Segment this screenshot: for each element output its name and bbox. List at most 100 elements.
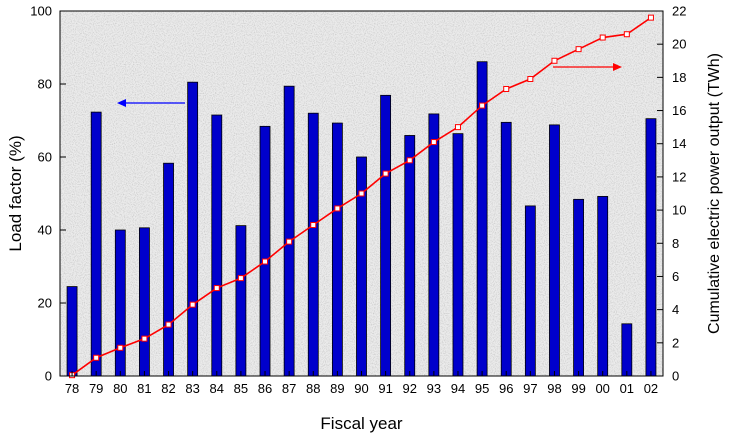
bar-93: [428, 113, 440, 377]
x-tick-label: 02: [644, 381, 658, 396]
right-tick-label: 8: [672, 236, 679, 251]
x-tick-label: 00: [595, 381, 609, 396]
bar-81: [139, 227, 150, 377]
x-tick-label: 87: [282, 381, 296, 396]
x-axis-title: Fiscal year: [320, 414, 403, 433]
bar-99: [573, 198, 584, 377]
x-tick-label: 86: [258, 381, 272, 396]
line-series: [69, 14, 654, 379]
right-tick-label: 12: [672, 169, 686, 184]
line-point-81: [141, 335, 148, 342]
x-tick-label: 92: [403, 381, 417, 396]
axis-arrows: [117, 63, 622, 107]
x-tick-label: 80: [113, 381, 127, 396]
line-point-83: [189, 301, 196, 308]
right-tick-label: 4: [672, 302, 679, 317]
line-point-84: [213, 285, 220, 292]
x-tick-label: 91: [378, 381, 392, 396]
x-tick-label: 96: [499, 381, 513, 396]
line-point-88: [310, 222, 317, 229]
left-tick-label: 100: [30, 4, 52, 19]
bar-00: [597, 196, 609, 377]
bar-87: [283, 85, 295, 377]
right-tick-label: 14: [672, 136, 686, 151]
line-point-90: [358, 190, 365, 197]
bar-92: [404, 135, 416, 377]
left-axis-arrow-head: [117, 99, 126, 107]
bar-78: [66, 286, 78, 377]
x-tick-label: 97: [523, 381, 537, 396]
right-axis-arrow-head: [613, 63, 622, 71]
x-tick-label: 88: [306, 381, 320, 396]
bar-94: [452, 133, 464, 377]
x-tick-label: 89: [330, 381, 344, 396]
line-point-93: [430, 139, 437, 146]
line-point-02: [647, 14, 654, 21]
bar-88: [307, 112, 319, 377]
y2-axis-title: Cumulative electric power output (TWh): [706, 53, 723, 334]
line-point-91: [382, 170, 389, 177]
right-tick-label: 10: [672, 203, 686, 218]
bar-86: [259, 125, 271, 377]
bar-80: [114, 229, 126, 377]
x-tick-label: 84: [210, 381, 224, 396]
left-tick-label: 40: [38, 223, 52, 238]
line-point-01: [623, 31, 630, 38]
left-tick-label: 80: [38, 77, 52, 92]
line-point-80: [117, 344, 124, 351]
right-tick-label: 18: [672, 70, 686, 85]
line-point-97: [527, 76, 534, 83]
bar-96: [500, 121, 512, 377]
line-point-86: [262, 258, 269, 265]
right-tick-label: 0: [672, 369, 679, 384]
left-tick-label: 0: [45, 369, 52, 384]
line-point-92: [406, 157, 413, 164]
bar-79: [90, 111, 102, 377]
bar-83: [187, 81, 199, 377]
x-tick-label: 98: [547, 381, 561, 396]
y-axis-title: Load factor (%): [6, 135, 25, 251]
left-tick-label: 20: [38, 296, 52, 311]
bar-85: [235, 225, 247, 377]
line-point-85: [237, 275, 244, 282]
line-point-98: [551, 57, 558, 64]
x-tick-label: 94: [451, 381, 465, 396]
right-axis-ticks: 0 2 4 6 8 10 12 14 16 18 20 22: [657, 4, 686, 384]
bar-98: [549, 124, 560, 377]
line-point-94: [454, 124, 461, 131]
bar-82: [163, 162, 174, 377]
bar-89: [331, 122, 343, 377]
x-axis-ticks: 78 79 80 81 82 83 84 85 86 87 88 89 90 91 92 93 94 95 96 97…: [65, 371, 658, 396]
left-axis-ticks: 0 20 40 60 80 100: [30, 4, 66, 384]
x-tick-label: 95: [475, 381, 489, 396]
line-point-89: [334, 205, 341, 212]
bar-91: [380, 94, 392, 377]
x-tick-label: 81: [137, 381, 151, 396]
bar-84: [211, 114, 223, 377]
left-tick-label: 60: [38, 150, 52, 165]
x-tick-label: 01: [620, 381, 634, 396]
line-point-79: [93, 354, 100, 361]
line-point-87: [286, 238, 293, 245]
x-tick-label: 93: [427, 381, 441, 396]
right-tick-label: 6: [672, 269, 679, 284]
x-tick-label: 99: [571, 381, 585, 396]
right-tick-label: 16: [672, 103, 686, 118]
right-tick-label: 2: [672, 335, 679, 350]
x-tick-label: 90: [354, 381, 368, 396]
right-tick-label: 22: [672, 4, 686, 19]
x-tick-label: 83: [185, 381, 199, 396]
bar-97: [524, 205, 536, 377]
bar-01: [621, 323, 633, 377]
x-tick-label: 78: [65, 381, 79, 396]
x-tick-label: 79: [89, 381, 103, 396]
line-point-82: [165, 321, 172, 328]
line-point-96: [503, 85, 510, 92]
x-tick-label: 82: [161, 381, 175, 396]
line-point-95: [479, 102, 486, 109]
line-point-99: [575, 46, 582, 53]
right-tick-label: 20: [672, 37, 686, 52]
bar-02: [645, 118, 657, 377]
line-point-00: [599, 34, 606, 41]
